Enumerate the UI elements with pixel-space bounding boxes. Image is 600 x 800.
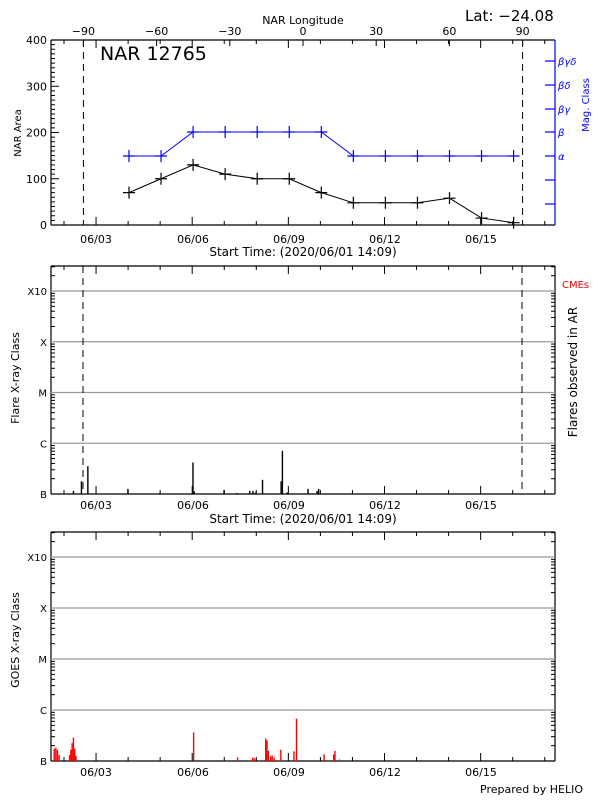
y-tick-label: M [38, 389, 47, 400]
y-tick-label: M [38, 655, 47, 666]
mag-class-marker [155, 150, 168, 162]
mag-class-marker [187, 126, 200, 138]
mag-class-marker [123, 150, 135, 162]
nar-area-marker [219, 168, 232, 181]
cmes-legend-label: CMEs [562, 280, 589, 291]
x-tick-label: 06/06 [177, 499, 209, 512]
nar-area-marker [251, 172, 264, 185]
y-tick-label: B [40, 757, 47, 768]
x-tick-label: 06/15 [465, 233, 497, 246]
mag-class-marker [379, 150, 392, 162]
prepared-by-label: Prepared by HELIO [480, 783, 583, 796]
nar-area-axis-label: NAR Area [13, 109, 24, 156]
nar-area-marker [475, 212, 488, 225]
x-tick-label: 06/15 [465, 499, 497, 512]
mag-class-marker [251, 126, 264, 138]
goes-xray-class-panel: B C M X X10 06/03 06/06 06/09 06/12 06/15 [27, 531, 556, 779]
y-tick-label: 0 [40, 219, 47, 232]
flare-class-axis-label: Flare X-ray Class [9, 332, 22, 424]
flares-observed-axis-label: Flares observed in AR [566, 307, 580, 437]
mag-class-marker [475, 150, 488, 162]
y-tick-label: 400 [26, 34, 47, 47]
flare-xray-class-panel: B C M X X10 06/03 06/06 06/09 06/12 06/15 [27, 265, 556, 512]
nar-area-marker [443, 192, 456, 205]
nar-area-marker [379, 196, 392, 209]
longitude-tick-label: −60 [145, 25, 168, 38]
nar-area-marker [123, 186, 135, 199]
mag-class-marker [443, 150, 456, 162]
mag-class-tick-label: βδ [557, 81, 571, 92]
longitude-tick-label: 90 [516, 25, 530, 38]
nar-area-marker [155, 172, 168, 185]
nar-area-marker [315, 186, 328, 199]
x-tick-label: 06/06 [177, 233, 209, 246]
longitude-tick-label: 0 [300, 25, 307, 38]
y-tick-label: 200 [26, 127, 47, 140]
mag-class-axis-label: Mag. Class [581, 78, 592, 132]
top-x-axis-title: Start Time: (2020/06/01 14:09) [209, 245, 396, 259]
longitude-tick-label: 60 [442, 25, 456, 38]
nar-area-marker [187, 158, 200, 171]
mag-class-tick-label: βγ [557, 105, 571, 116]
mag-class-marker [283, 126, 296, 138]
x-tick-label: 06/12 [369, 499, 401, 512]
mag-class-marker [507, 150, 520, 162]
x-tick-label: 06/03 [80, 766, 112, 779]
mag-class-tick-label: βγδ [557, 57, 576, 68]
longitude-tick-label: −90 [72, 25, 95, 38]
nar-area-marker [283, 172, 296, 185]
mag-class-marker [347, 150, 360, 162]
latitude-label: Lat: −24.08 [465, 7, 554, 25]
y-tick-label: C [40, 706, 47, 717]
y-tick-label: 300 [26, 80, 47, 93]
mag-class-marker [219, 126, 232, 138]
mag-class-marker [411, 150, 424, 162]
y-tick-label: X [40, 338, 47, 349]
nar-area-marker [507, 216, 520, 229]
goes-class-axis-label: GOES X-ray Class [9, 592, 22, 688]
nar-area-magclass-panel: −90 −60 −30 0 30 60 90 0 100 200 300 400 α β βγ βδ βγδ 06… [26, 25, 576, 246]
top-axis-title: NAR Longitude [262, 14, 344, 27]
x-tick-label: 06/12 [369, 766, 401, 779]
y-tick-label: B [40, 490, 47, 501]
y-tick-label: C [40, 439, 47, 450]
mid-x-axis-title: Start Time: (2020/06/01 14:09) [209, 512, 396, 526]
x-tick-label: 06/12 [369, 233, 401, 246]
y-tick-label: 100 [26, 173, 47, 186]
mag-class-tick-label: α [558, 152, 565, 163]
longitude-tick-label: −30 [218, 25, 241, 38]
x-tick-label: 06/09 [273, 499, 305, 512]
x-tick-label: 06/03 [80, 499, 112, 512]
mag-class-tick-label: β [557, 128, 565, 139]
y-tick-label: X10 [27, 553, 47, 564]
y-tick-label: X10 [27, 287, 47, 298]
mag-class-marker [315, 126, 328, 138]
region-title: NAR 12765 [100, 43, 207, 65]
nar-area-marker [347, 196, 360, 209]
x-tick-label: 06/15 [465, 766, 497, 779]
x-tick-label: 06/09 [273, 766, 305, 779]
y-tick-label: X [40, 604, 47, 615]
nar-area-marker [411, 196, 424, 209]
longitude-tick-label: 30 [369, 25, 383, 38]
x-tick-label: 06/06 [177, 766, 209, 779]
x-tick-label: 06/09 [273, 233, 305, 246]
x-tick-label: 06/03 [80, 233, 112, 246]
